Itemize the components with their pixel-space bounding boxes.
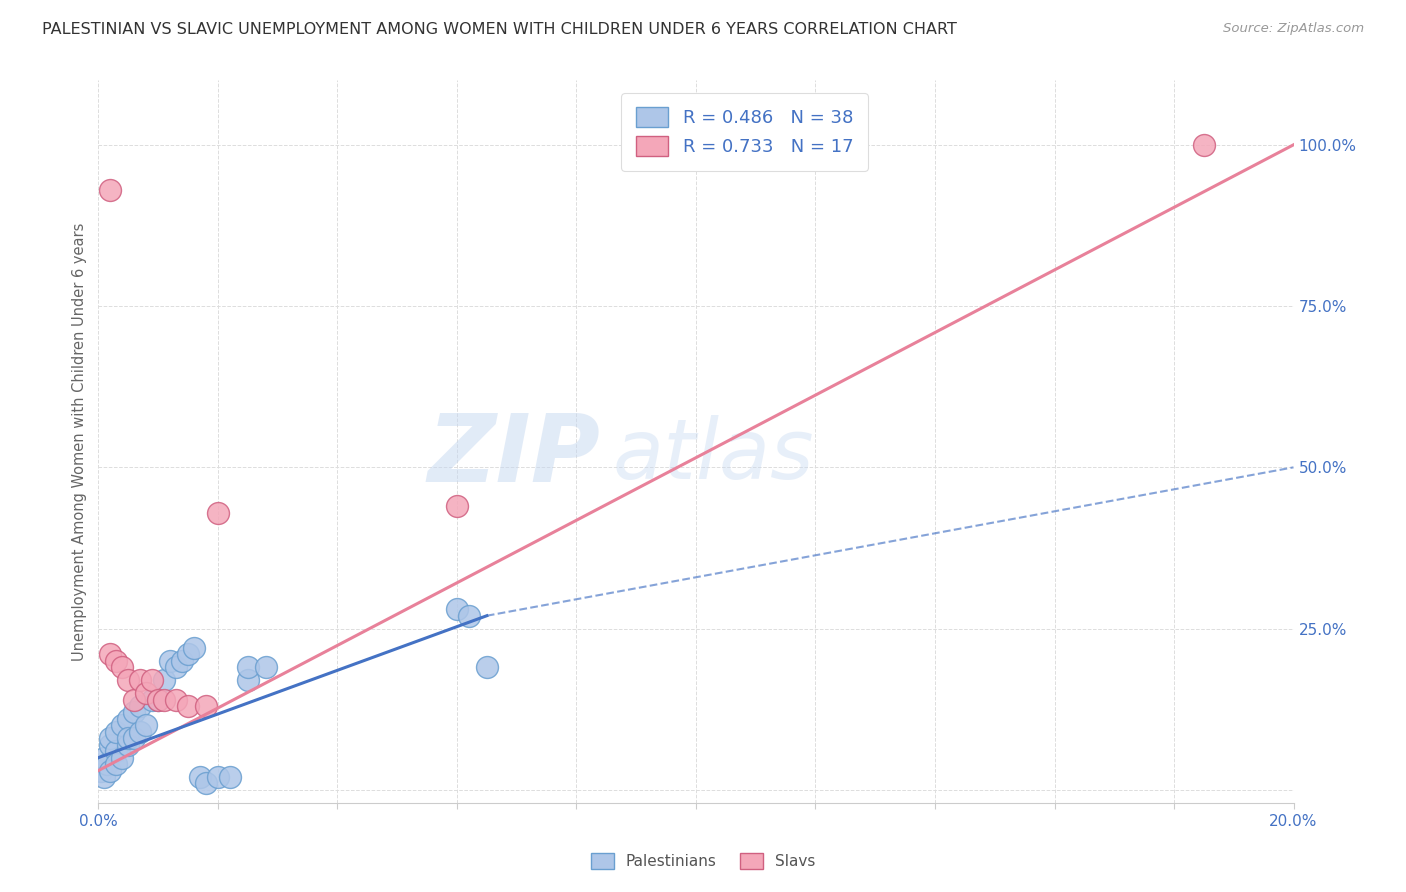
Point: [475, 660, 498, 674]
Point: [458, 608, 481, 623]
Point: [98, 738, 122, 752]
Point: [105, 724, 128, 739]
Point: [188, 770, 211, 784]
Text: atlas: atlas: [613, 416, 814, 497]
Point: [148, 692, 170, 706]
Point: [195, 699, 218, 714]
Y-axis label: Unemployment Among Women with Children Under 6 years: Unemployment Among Women with Children U…: [72, 222, 87, 661]
Point: [93, 770, 115, 784]
Point: [135, 718, 157, 732]
Point: [117, 738, 139, 752]
Point: [98, 183, 122, 197]
Legend: Palestinians, Slavs: Palestinians, Slavs: [585, 847, 821, 875]
Point: [165, 660, 187, 674]
Point: [141, 692, 163, 706]
Text: PALESTINIAN VS SLAVIC UNEMPLOYMENT AMONG WOMEN WITH CHILDREN UNDER 6 YEARS CORRE: PALESTINIAN VS SLAVIC UNEMPLOYMENT AMONG…: [42, 22, 957, 37]
Point: [124, 731, 146, 746]
Point: [111, 718, 134, 732]
Point: [98, 764, 122, 778]
Point: [165, 692, 187, 706]
Point: [129, 699, 152, 714]
Point: [177, 699, 200, 714]
Point: [207, 770, 229, 784]
Point: [93, 750, 115, 764]
Point: [172, 654, 194, 668]
Point: [98, 648, 122, 662]
Point: [117, 673, 139, 688]
Point: [207, 506, 229, 520]
Point: [124, 692, 146, 706]
Point: [254, 660, 277, 674]
Point: [153, 692, 176, 706]
Point: [124, 706, 146, 720]
Point: [236, 673, 259, 688]
Point: [148, 692, 170, 706]
Point: [117, 712, 139, 726]
Text: ZIP: ZIP: [427, 410, 600, 502]
Point: [135, 686, 157, 700]
Point: [219, 770, 242, 784]
Point: [177, 648, 200, 662]
Point: [446, 499, 468, 513]
Point: [153, 673, 176, 688]
Point: [141, 673, 163, 688]
Legend: R = 0.486   N = 38, R = 0.733   N = 17: R = 0.486 N = 38, R = 0.733 N = 17: [621, 93, 868, 170]
Point: [1192, 137, 1215, 152]
Point: [111, 660, 134, 674]
Point: [90, 764, 112, 778]
Point: [98, 731, 122, 746]
Point: [159, 654, 181, 668]
Point: [105, 654, 128, 668]
Point: [111, 750, 134, 764]
Text: Source: ZipAtlas.com: Source: ZipAtlas.com: [1223, 22, 1364, 36]
Point: [195, 776, 218, 790]
Point: [105, 757, 128, 772]
Point: [96, 757, 118, 772]
Point: [236, 660, 259, 674]
Point: [105, 744, 128, 758]
Point: [446, 602, 468, 616]
Point: [117, 731, 139, 746]
Point: [129, 724, 152, 739]
Point: [129, 673, 152, 688]
Point: [183, 640, 205, 655]
